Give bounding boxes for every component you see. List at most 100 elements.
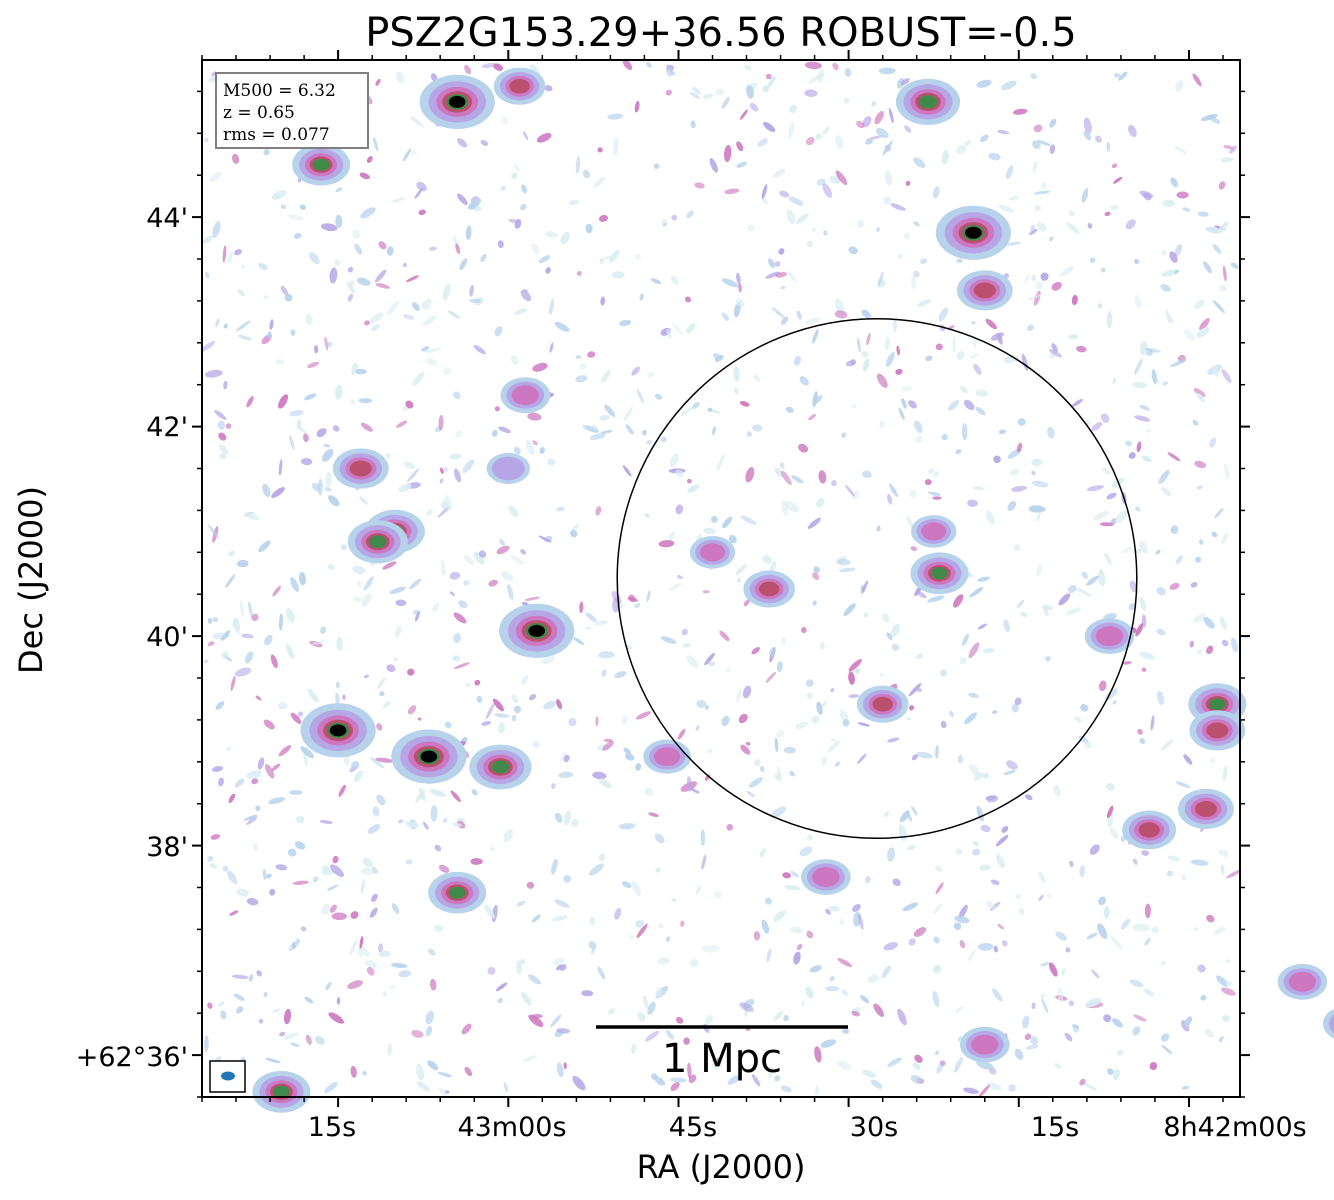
noise-speckle <box>390 962 408 969</box>
noise-speckle <box>1219 616 1227 630</box>
noise-speckle <box>975 389 989 398</box>
noise-speckle <box>957 754 964 764</box>
noise-speckle <box>1203 616 1215 629</box>
noise-speckle <box>556 1028 571 1034</box>
noise-speckle <box>665 89 672 96</box>
noise-speckle <box>1060 266 1074 277</box>
noise-speckle <box>1001 825 1009 833</box>
noise-speckle <box>1141 614 1147 628</box>
noise-speckle <box>1230 637 1238 653</box>
noise-speckle <box>1220 864 1225 876</box>
noise-speckle <box>611 271 625 279</box>
noise-speckle <box>237 559 249 568</box>
noise-speckle <box>284 293 293 302</box>
noise-speckle <box>457 138 468 148</box>
noise-speckle <box>812 600 817 606</box>
noise-speckle <box>1084 741 1092 749</box>
noise-speckle <box>350 911 359 919</box>
noise-speckle <box>691 788 700 794</box>
noise-speckle <box>1031 470 1036 476</box>
noise-speckle <box>1144 988 1154 997</box>
noise-speckle <box>1113 73 1121 78</box>
info-redshift: z = 0.65 <box>223 103 295 123</box>
noise-speckle <box>236 320 251 332</box>
noise-speckle <box>625 753 635 761</box>
noise-speckle <box>644 787 654 796</box>
noise-speckle <box>329 267 338 284</box>
noise-speckle <box>471 789 478 796</box>
noise-speckle <box>851 404 857 409</box>
noise-speckle <box>288 939 301 952</box>
noise-speckle <box>687 484 700 493</box>
noise-speckle <box>968 692 979 699</box>
noise-speckle <box>411 1029 424 1038</box>
noise-speckle <box>1027 294 1041 301</box>
noise-speckle <box>953 1057 963 1073</box>
noise-speckle <box>218 1001 225 1007</box>
noise-speckle <box>952 336 956 354</box>
noise-speckle <box>883 810 890 818</box>
axis-ticks <box>192 50 1250 1107</box>
noise-speckle <box>666 936 671 943</box>
noise-speckle <box>421 346 430 352</box>
noise-speckle <box>1098 896 1107 906</box>
noise-speckle <box>985 318 997 330</box>
noise-speckle <box>1206 914 1215 923</box>
noise-speckle <box>1076 345 1087 353</box>
noise-speckle <box>877 271 884 288</box>
noise-speckle <box>324 1081 338 1094</box>
noise-speckle <box>417 717 422 721</box>
noise-speckle <box>658 923 664 929</box>
noise-speckle <box>986 1082 1002 1091</box>
noise-speckle <box>990 332 1004 341</box>
noise-speckle <box>443 818 448 823</box>
noise-speckle <box>556 699 563 710</box>
noise-speckle <box>667 67 676 76</box>
noise-speckle <box>1007 500 1017 512</box>
source-blob <box>1277 963 1328 1000</box>
noise-speckle <box>746 790 755 798</box>
source-blob <box>960 1026 1010 1063</box>
noise-speckle <box>959 385 968 394</box>
noise-speckle <box>278 394 289 409</box>
noise-speckle <box>1169 251 1178 263</box>
noise-speckle <box>209 171 222 182</box>
noise-speckle <box>1013 544 1021 552</box>
noise-speckle <box>1183 754 1193 765</box>
plot-frame <box>201 59 1241 1098</box>
noise-speckle <box>1162 381 1169 386</box>
noise-speckle <box>225 423 232 429</box>
noise-speckle <box>283 1008 292 1025</box>
noise-speckle <box>347 980 363 990</box>
noise-speckle <box>441 560 446 577</box>
noise-speckle <box>418 209 426 216</box>
noise-speckle <box>412 609 420 615</box>
noise-speckle <box>1134 415 1151 422</box>
noise-speckle <box>480 254 487 263</box>
noise-speckle <box>496 545 510 555</box>
noise-speckle <box>745 467 755 483</box>
noise-speckle <box>778 190 790 198</box>
noise-speckle <box>335 384 343 400</box>
noise-speckle <box>370 757 384 769</box>
noise-speckle <box>262 868 267 880</box>
noise-speckle <box>521 674 529 685</box>
noise-speckle <box>913 927 927 937</box>
noise-speckle <box>230 675 236 692</box>
noise-speckle <box>600 429 613 434</box>
noise-speckle <box>747 224 755 232</box>
noise-speckle <box>1192 419 1199 426</box>
noise-speckle <box>1064 1032 1073 1042</box>
x-tick-label: 15s <box>308 1112 356 1143</box>
noise-speckle <box>236 888 250 897</box>
noise-speckle <box>1194 299 1205 310</box>
noise-speckle <box>816 178 826 186</box>
noise-speckle <box>1203 261 1212 274</box>
noise-speckle <box>690 120 696 129</box>
noise-speckle <box>464 64 472 75</box>
noise-speckle <box>784 885 801 891</box>
noise-speckle <box>1206 645 1214 655</box>
noise-speckle <box>856 120 865 129</box>
source-blob <box>1122 810 1177 850</box>
noise-speckle <box>837 558 851 566</box>
